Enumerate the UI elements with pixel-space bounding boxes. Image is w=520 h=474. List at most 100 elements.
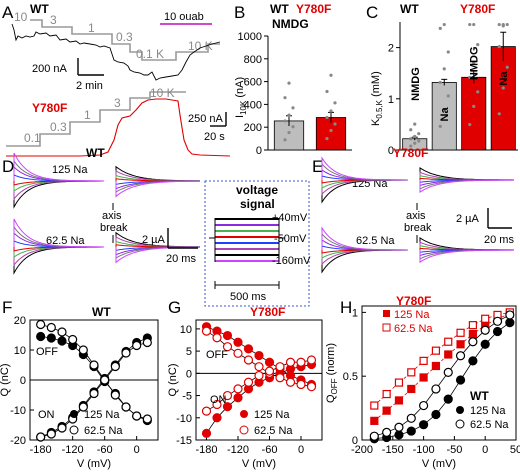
y-tick-label: 20 bbox=[14, 315, 26, 327]
y-tick-label: 10 bbox=[180, 324, 192, 336]
y-tick-label: 5 bbox=[186, 346, 192, 358]
data-point bbox=[306, 382, 317, 392]
y-tick-label: 200 bbox=[244, 122, 262, 134]
data-point bbox=[287, 81, 291, 85]
data-point bbox=[36, 432, 46, 442]
y-tick-label: -5 bbox=[182, 391, 192, 403]
chart-g: -180 -120 -60 0 -15 -10 -5 0 5 10 V (mV) Q (nC) bbox=[167, 319, 323, 470]
data-point bbox=[468, 75, 472, 79]
voltage-title-1: voltage bbox=[236, 183, 278, 197]
x-tick-label: -60 bbox=[262, 444, 278, 456]
data-point bbox=[472, 61, 476, 65]
data-point bbox=[417, 139, 421, 143]
y-tick-label: 0 bbox=[186, 368, 192, 380]
x-tick-label: -100 bbox=[413, 444, 435, 456]
data-point bbox=[431, 361, 441, 371]
panel-b-mut: Y780F bbox=[296, 2, 331, 16]
panel-h-legend-wt-125: 125 Na bbox=[470, 405, 506, 417]
data-point bbox=[201, 326, 212, 336]
panel-g-on: ON bbox=[210, 394, 227, 406]
panel-c-label: C bbox=[366, 3, 378, 22]
x-tick-label: -150 bbox=[382, 444, 404, 456]
data-point bbox=[233, 337, 243, 347]
y-tick-label: 0.5 bbox=[343, 371, 358, 383]
data-point bbox=[287, 130, 291, 135]
panel-h-title-wt: WT bbox=[470, 389, 489, 403]
x-tick-label: -180 bbox=[30, 444, 52, 456]
wt-step-3: 3 bbox=[50, 13, 57, 27]
data-point bbox=[89, 360, 99, 370]
data-point bbox=[480, 325, 490, 335]
fit-curve bbox=[374, 313, 510, 422]
panel-h-legend-mut-125: 125 Na bbox=[394, 309, 430, 321]
y-tick-label: -10 bbox=[176, 413, 192, 425]
data-point bbox=[212, 333, 222, 343]
x-tick-label: -50 bbox=[446, 444, 462, 456]
data-point bbox=[132, 411, 142, 421]
panel-b: B WT Y780F NMDG I10K (nA) 0 200 400 600 800 1… bbox=[234, 2, 352, 157]
panel-d: D WT 125 Na 62.5 Na axis break 2 µA 20 m… bbox=[2, 146, 201, 275]
data-point bbox=[407, 368, 416, 377]
panel-b-wt: WT bbox=[270, 2, 289, 16]
data-point bbox=[222, 330, 233, 341]
y-tick-label: 2 bbox=[388, 43, 394, 55]
panel-b-label: B bbox=[234, 3, 245, 22]
data-point bbox=[57, 336, 67, 346]
panel-e-title: Y780F bbox=[393, 146, 428, 160]
panel-d-break: break bbox=[100, 222, 128, 234]
data-point bbox=[492, 326, 503, 337]
data-point bbox=[456, 328, 465, 337]
x-tick-label: -120 bbox=[62, 444, 84, 456]
data-point bbox=[46, 322, 56, 333]
x-tick-label: 0 bbox=[482, 444, 488, 456]
panel-e-na62: 62.5 Na bbox=[356, 235, 395, 247]
data-point bbox=[329, 109, 333, 113]
data-point bbox=[243, 377, 254, 387]
data-point bbox=[492, 316, 503, 326]
data-point bbox=[431, 346, 441, 355]
mut-step-1: 1 bbox=[84, 108, 91, 122]
x-tick-label: 0 bbox=[134, 444, 140, 456]
panel-f: F WT -180 -120 -60 0 -20 -10 0 10 20 V (mV) Q (nC)… bbox=[0, 298, 159, 470]
panel-a-mut-title: Y780F bbox=[32, 101, 67, 115]
panel-g-legend-62: 62.5 Na bbox=[254, 425, 293, 437]
data-point bbox=[254, 370, 264, 381]
data-point bbox=[505, 317, 515, 328]
data-point bbox=[468, 356, 478, 366]
data-point bbox=[36, 331, 46, 342]
panel-h-legend-mut-62: 62.5 Na bbox=[394, 323, 433, 335]
data-point bbox=[254, 350, 264, 361]
data-point bbox=[142, 414, 152, 424]
x-tick-label: -180 bbox=[195, 444, 217, 456]
data-point bbox=[329, 73, 333, 77]
y-tick-label: 0 bbox=[20, 375, 26, 387]
data-point bbox=[394, 430, 404, 440]
data-point bbox=[243, 344, 254, 354]
panel-h-legend-wt-open bbox=[455, 419, 465, 429]
data-point bbox=[476, 42, 480, 47]
panel-a-wt-title: WT bbox=[30, 2, 49, 16]
data-point bbox=[468, 321, 477, 330]
panel-h-legend-wt-62: 62.5 Na bbox=[470, 419, 509, 431]
data-point bbox=[296, 379, 306, 390]
data-point bbox=[212, 399, 222, 410]
data-point bbox=[46, 429, 56, 439]
voltage-v-top: +40mV bbox=[272, 212, 308, 224]
ouab-label: 10 ouab bbox=[164, 11, 204, 23]
panel-f-legend-filled bbox=[70, 410, 78, 418]
data-point bbox=[57, 327, 67, 337]
panel-g-off: OFF bbox=[206, 349, 228, 361]
data-point bbox=[222, 390, 233, 401]
data-point bbox=[233, 348, 243, 358]
data-point bbox=[222, 402, 233, 412]
mut-current-trace bbox=[6, 98, 231, 157]
data-point bbox=[505, 22, 509, 27]
mut-scale-y-label: 250 nA bbox=[188, 113, 224, 125]
data-point bbox=[275, 362, 285, 372]
panel-d-label: D bbox=[2, 157, 14, 176]
data-point bbox=[142, 337, 152, 348]
data-point bbox=[446, 94, 450, 98]
panel-h-label: H bbox=[340, 298, 352, 317]
panel-f-legend-125: 125 Na bbox=[84, 409, 120, 421]
data-point bbox=[110, 390, 120, 400]
